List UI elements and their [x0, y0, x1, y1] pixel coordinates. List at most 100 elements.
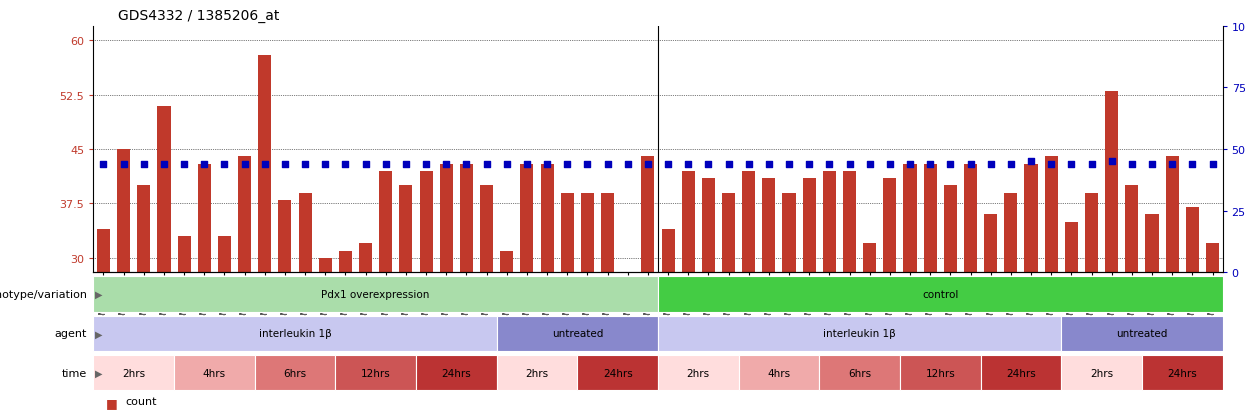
Bar — [641, 157, 655, 273]
Point — [436, 161, 456, 168]
Point — [1021, 159, 1041, 165]
Point — [718, 161, 738, 168]
Bar — [843, 171, 857, 273]
Bar — [1106, 92, 1118, 273]
Bar — [944, 186, 957, 273]
Point — [113, 161, 133, 168]
Text: 24hrs: 24hrs — [1006, 368, 1036, 378]
Point — [356, 161, 376, 168]
Point — [315, 161, 335, 168]
Text: interleukin 1β: interleukin 1β — [823, 328, 896, 339]
Bar — [1025, 164, 1037, 273]
Bar — [238, 157, 251, 273]
Bar — [783, 193, 796, 273]
Point — [759, 161, 779, 168]
Point — [558, 161, 578, 168]
Text: 4hrs: 4hrs — [767, 368, 791, 378]
Point — [981, 161, 1001, 168]
Bar — [702, 178, 715, 273]
Bar — [1064, 222, 1078, 273]
Point — [255, 161, 275, 168]
Bar — [93, 277, 657, 312]
Point — [1041, 161, 1061, 168]
Bar — [400, 186, 412, 273]
Bar — [1084, 193, 1098, 273]
Bar — [657, 316, 1061, 351]
Point — [1183, 161, 1203, 168]
Bar — [1142, 355, 1223, 390]
Text: interleukin 1β: interleukin 1β — [259, 328, 331, 339]
Text: GDS4332 / 1385206_at: GDS4332 / 1385206_at — [118, 9, 280, 23]
Bar — [819, 355, 900, 390]
Bar — [904, 164, 916, 273]
Bar — [823, 171, 835, 273]
Bar — [198, 164, 210, 273]
Text: genotype/variation: genotype/variation — [0, 289, 87, 299]
Bar — [883, 178, 896, 273]
Bar — [621, 273, 634, 388]
Point — [1122, 161, 1142, 168]
Bar — [722, 193, 735, 273]
Text: 4hrs: 4hrs — [203, 368, 225, 378]
Point — [659, 161, 679, 168]
Point — [839, 161, 859, 168]
Bar — [258, 56, 271, 273]
Point — [194, 161, 214, 168]
Text: count: count — [126, 396, 157, 406]
Text: Pdx1 overexpression: Pdx1 overexpression — [321, 289, 430, 299]
Bar — [742, 171, 756, 273]
Point — [618, 161, 637, 168]
Bar — [863, 244, 876, 273]
Point — [1142, 161, 1162, 168]
Bar — [380, 171, 392, 273]
Bar — [279, 200, 291, 273]
Bar — [803, 178, 815, 273]
Point — [1001, 161, 1021, 168]
Bar — [497, 316, 657, 351]
Bar — [924, 164, 936, 273]
Point — [275, 161, 295, 168]
Bar — [420, 171, 433, 273]
Bar — [137, 186, 151, 273]
Text: ■: ■ — [106, 396, 117, 408]
Bar — [578, 355, 657, 390]
Point — [637, 161, 657, 168]
Bar — [762, 178, 776, 273]
Bar — [900, 355, 981, 390]
Text: ▶: ▶ — [95, 328, 102, 339]
Bar — [661, 229, 675, 273]
Point — [1203, 161, 1223, 168]
Point — [819, 161, 839, 168]
Point — [174, 161, 194, 168]
Point — [234, 161, 254, 168]
Point — [497, 161, 517, 168]
Text: 24hrs: 24hrs — [442, 368, 471, 378]
Point — [1163, 161, 1183, 168]
Bar — [682, 171, 695, 273]
Bar — [964, 164, 977, 273]
Bar — [1165, 157, 1179, 273]
Text: 2hrs: 2hrs — [525, 368, 549, 378]
Bar — [93, 316, 497, 351]
Bar — [581, 193, 594, 273]
Text: 6hrs: 6hrs — [848, 368, 871, 378]
Point — [940, 161, 960, 168]
Point — [154, 161, 174, 168]
Bar — [1206, 244, 1219, 273]
Text: 6hrs: 6hrs — [284, 368, 306, 378]
Bar — [255, 355, 335, 390]
Bar — [1061, 355, 1142, 390]
Point — [1082, 161, 1102, 168]
Point — [900, 161, 920, 168]
Text: time: time — [62, 368, 87, 378]
Point — [133, 161, 153, 168]
Point — [779, 161, 799, 168]
Text: untreated: untreated — [552, 328, 603, 339]
Point — [738, 161, 758, 168]
Bar — [520, 164, 533, 273]
Bar — [497, 355, 578, 390]
Point — [698, 161, 718, 168]
Bar — [178, 236, 190, 273]
Text: 2hrs: 2hrs — [122, 368, 146, 378]
Point — [860, 161, 880, 168]
